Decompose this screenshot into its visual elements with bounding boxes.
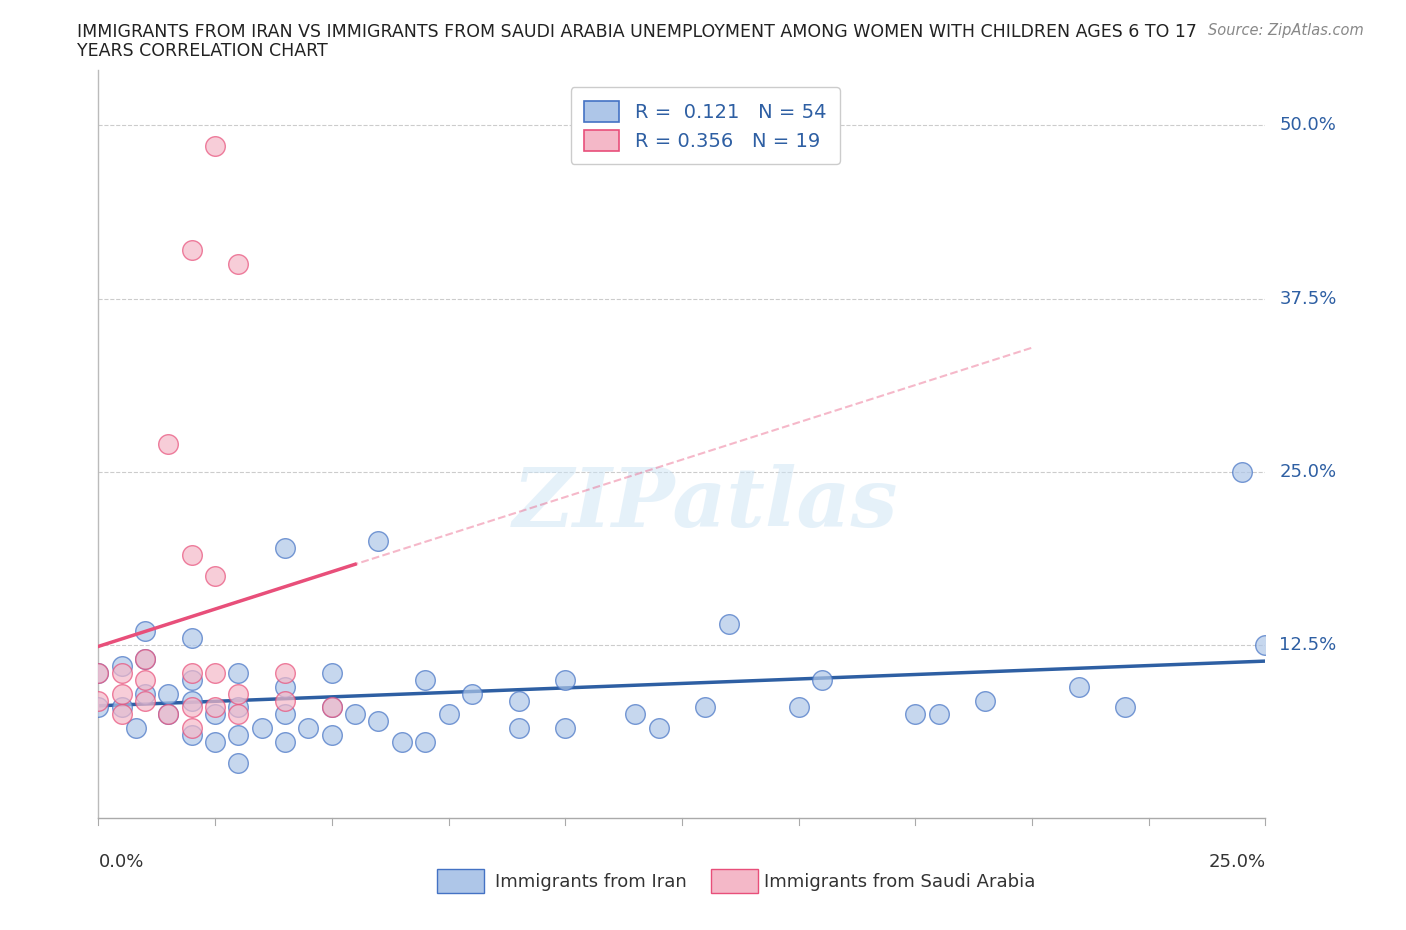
Point	[695, 700, 717, 715]
Point	[180, 665, 202, 680]
Point	[180, 700, 202, 715]
Point	[1254, 638, 1277, 653]
Point	[647, 721, 669, 736]
Legend: R =  0.121   N = 54, R = 0.356   N = 19: R = 0.121 N = 54, R = 0.356 N = 19	[571, 87, 839, 165]
Point	[508, 693, 530, 708]
Point	[321, 665, 343, 680]
Point	[1114, 700, 1136, 715]
Point	[228, 686, 250, 701]
Point	[274, 707, 297, 722]
Point	[811, 672, 834, 687]
Point	[180, 548, 202, 563]
Point	[125, 721, 148, 736]
Point	[1230, 464, 1253, 479]
Point	[717, 617, 740, 631]
Point	[413, 672, 436, 687]
Point	[787, 700, 810, 715]
Point	[204, 707, 226, 722]
Point	[250, 721, 273, 736]
Point	[180, 672, 202, 687]
Point	[391, 735, 413, 750]
Text: Immigrants from Saudi Arabia: Immigrants from Saudi Arabia	[763, 873, 1035, 891]
Text: YEARS CORRELATION CHART: YEARS CORRELATION CHART	[77, 42, 328, 60]
Point	[87, 665, 110, 680]
Point	[228, 700, 250, 715]
Point	[554, 721, 576, 736]
Point	[228, 755, 250, 770]
Point	[180, 728, 202, 743]
Point	[204, 568, 226, 583]
Point	[134, 693, 156, 708]
Point	[157, 686, 180, 701]
Point	[204, 700, 226, 715]
Point	[974, 693, 997, 708]
Point	[367, 534, 389, 549]
FancyBboxPatch shape	[437, 870, 484, 893]
Point	[87, 665, 110, 680]
Point	[274, 693, 297, 708]
Point	[134, 624, 156, 639]
Point	[1067, 679, 1090, 694]
Point	[180, 631, 202, 645]
Point	[180, 693, 202, 708]
Point	[111, 658, 134, 673]
Point	[204, 665, 226, 680]
Point	[111, 665, 134, 680]
Point	[554, 672, 576, 687]
Point	[111, 700, 134, 715]
Point	[228, 707, 250, 722]
Point	[508, 721, 530, 736]
FancyBboxPatch shape	[711, 870, 758, 893]
Point	[437, 707, 460, 722]
Point	[157, 707, 180, 722]
Point	[321, 700, 343, 715]
Point	[87, 700, 110, 715]
Text: 25.0%: 25.0%	[1279, 463, 1337, 481]
Text: IMMIGRANTS FROM IRAN VS IMMIGRANTS FROM SAUDI ARABIA UNEMPLOYMENT AMONG WOMEN WI: IMMIGRANTS FROM IRAN VS IMMIGRANTS FROM …	[77, 23, 1197, 41]
Point	[228, 257, 250, 272]
Point	[344, 707, 367, 722]
Point	[111, 707, 134, 722]
Point	[228, 665, 250, 680]
Text: Source: ZipAtlas.com: Source: ZipAtlas.com	[1208, 23, 1364, 38]
Text: 25.0%: 25.0%	[1208, 853, 1265, 871]
Text: Immigrants from Iran: Immigrants from Iran	[495, 873, 688, 891]
Point	[180, 243, 202, 258]
Text: 12.5%: 12.5%	[1279, 636, 1337, 654]
Point	[157, 707, 180, 722]
Point	[111, 686, 134, 701]
Text: 0.0%: 0.0%	[98, 853, 143, 871]
Point	[461, 686, 484, 701]
Point	[204, 139, 226, 153]
Point	[134, 672, 156, 687]
Text: 50.0%: 50.0%	[1279, 116, 1336, 134]
Point	[321, 700, 343, 715]
Text: ZIPatlas: ZIPatlas	[513, 464, 898, 544]
Point	[274, 735, 297, 750]
Point	[274, 679, 297, 694]
Text: 37.5%: 37.5%	[1279, 289, 1337, 308]
Point	[204, 735, 226, 750]
Point	[134, 652, 156, 667]
Point	[180, 721, 202, 736]
Point	[367, 714, 389, 729]
Point	[134, 686, 156, 701]
Point	[624, 707, 647, 722]
Point	[297, 721, 319, 736]
Point	[134, 652, 156, 667]
Point	[274, 665, 297, 680]
Point	[157, 437, 180, 452]
Point	[87, 693, 110, 708]
Point	[928, 707, 950, 722]
Point	[904, 707, 927, 722]
Point	[413, 735, 436, 750]
Point	[321, 728, 343, 743]
Point	[274, 540, 297, 555]
Point	[228, 728, 250, 743]
